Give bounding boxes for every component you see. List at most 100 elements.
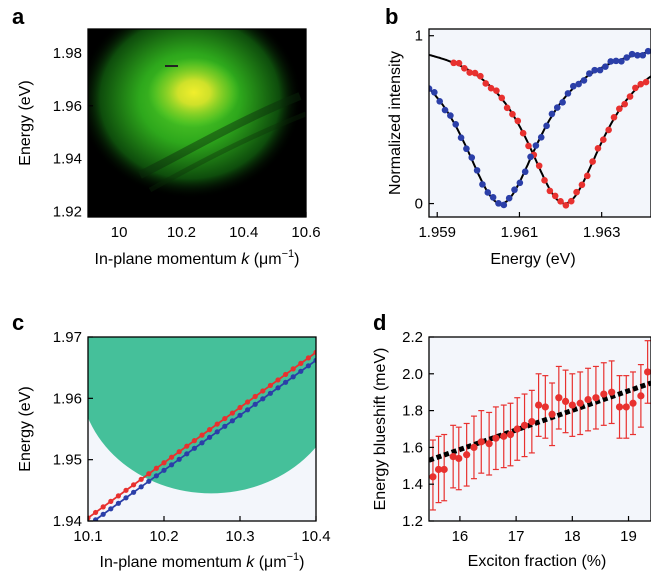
panel-c-point-blue xyxy=(237,412,243,418)
panel-b-point-blue xyxy=(586,70,593,77)
panel-a-dispersion-band-lower xyxy=(148,111,306,193)
panel-a-frame xyxy=(87,28,307,218)
panel-d-point xyxy=(561,397,570,405)
panel-b-point-red xyxy=(573,188,580,196)
panel-b-point-blue xyxy=(612,57,620,65)
panel-b-point-red xyxy=(509,110,516,118)
panel-d-point xyxy=(528,418,536,426)
panel-b-xlabel: Energy (eV) xyxy=(490,251,575,268)
panel-c-point-red xyxy=(146,471,152,477)
panel-c-point-blue xyxy=(153,473,159,479)
panel-c-point-blue xyxy=(305,363,311,369)
panel-a-ytick-label: 1.94 xyxy=(53,151,82,168)
panel-b-xtick-label: 1.961 xyxy=(501,224,539,241)
panel-d-point xyxy=(440,465,448,474)
panel-d-ytick-label: 1.8 xyxy=(402,403,423,420)
panel-letter-a: a xyxy=(12,4,25,29)
panel-c-point-blue xyxy=(131,489,137,495)
panel-c-point-blue xyxy=(207,434,213,440)
panel-a-heatmap xyxy=(88,29,306,199)
panel-b-point-red xyxy=(477,72,484,80)
panel-b-point-blue xyxy=(479,181,486,188)
panel-a-hotspot xyxy=(147,57,240,128)
panel-d-point xyxy=(615,403,624,411)
panel-c-point-red xyxy=(283,371,289,378)
panel-d-point xyxy=(644,368,651,376)
panel-c-point-blue xyxy=(115,500,121,506)
panel-letter-c: c xyxy=(12,310,24,335)
panel-c-region xyxy=(88,337,316,494)
panel-a-ytick-label: 1.96 xyxy=(53,98,82,115)
panel-b-point-blue xyxy=(500,201,508,209)
panel-c-point-red xyxy=(161,460,167,466)
panel-b-point-red xyxy=(546,187,554,195)
panel-c-point-blue xyxy=(123,495,129,501)
panel-b-point-red xyxy=(498,94,506,102)
panel-d-point xyxy=(584,395,592,404)
panel-d-point xyxy=(520,421,529,429)
panel-b-point-blue xyxy=(639,51,647,59)
panel-b-point-red xyxy=(466,69,474,76)
panel-b-point-blue xyxy=(564,90,572,97)
panel-b-point-blue xyxy=(527,153,534,161)
panel-d-point xyxy=(600,390,608,398)
panel-c-point-blue xyxy=(108,506,114,512)
panel-a: 10 10.2 10.4 10.6 1.92 1.94 1.96 1.98 Energy (e… xyxy=(17,28,321,268)
panel-b-point-blue xyxy=(505,194,513,202)
panel-b-point-red xyxy=(519,129,527,137)
panel-c: 10.1 10.2 10.3 10.4 1.94 1.95 1.96 1.97 Energy … xyxy=(17,329,331,571)
panel-d-point xyxy=(592,394,600,402)
panel-d-point xyxy=(568,401,576,409)
panel-d-point xyxy=(576,399,584,407)
panel-c-point-blue xyxy=(191,445,197,451)
panel-c-xtick-label: 10.1 xyxy=(73,528,102,545)
panel-c-frame xyxy=(87,336,317,522)
panel-d-trend-line xyxy=(429,380,651,463)
panel-c-point-blue xyxy=(146,478,152,484)
panel-a-xtick-label: 10.2 xyxy=(167,224,196,241)
panel-b-point-blue xyxy=(570,82,577,90)
panel-d-xtick-label: 18 xyxy=(564,528,581,545)
panel-c-point-red xyxy=(115,493,121,499)
panel-c-ytick-label: 1.97 xyxy=(53,329,82,346)
panel-c-point-red xyxy=(267,382,273,389)
panel-b-point-blue xyxy=(468,154,476,161)
panel-c-point-red xyxy=(229,410,235,416)
panel-c-point-red xyxy=(123,487,129,493)
panel-b-point-blue xyxy=(575,80,582,88)
panel-b-point-red xyxy=(562,201,570,209)
panel-c-point-red xyxy=(169,454,175,460)
panel-b-point-red xyxy=(589,158,596,165)
panel-d-point xyxy=(434,465,443,474)
panel-b-point-red xyxy=(487,84,495,92)
panel-d-point xyxy=(485,440,493,448)
panel-b-point-blue xyxy=(607,58,615,65)
panel-c-point-blue xyxy=(283,379,289,385)
panel-b-point-red xyxy=(514,117,522,125)
panel-b-point-blue xyxy=(516,179,524,187)
panel-b-point-red xyxy=(621,100,628,108)
panel-b-point-blue xyxy=(532,142,540,149)
panel-b-point-red xyxy=(632,84,639,92)
panel-a-xtick-label: 10.4 xyxy=(229,224,258,241)
panel-c-point-blue xyxy=(267,390,273,396)
panel-a-ylabel: Energy (eV) xyxy=(17,80,34,165)
panel-b-point-blue xyxy=(537,133,545,141)
panel-c-point-blue xyxy=(214,429,220,435)
panel-c-point-red xyxy=(237,404,243,411)
panel-d-ticks: 16 17 18 19 1.2 1.4 1.6 1.8 2.0 2.2 xyxy=(402,329,637,545)
panel-c-point-red xyxy=(298,360,304,366)
panel-b-point-red xyxy=(471,69,479,77)
panel-c-point-blue xyxy=(275,385,281,391)
panel-b-point-red xyxy=(461,65,468,72)
panel-b-point-red xyxy=(503,104,511,112)
panel-c-point-blue xyxy=(245,407,251,413)
panel-d-ylabel: Energy blueshift (meV) xyxy=(372,348,389,511)
panel-d-point xyxy=(629,399,637,407)
panel-b-plot xyxy=(429,47,651,209)
panel-b-point-blue xyxy=(591,66,598,74)
panel-d-ytick-label: 2.0 xyxy=(402,366,423,383)
panel-b-point-blue xyxy=(429,85,433,92)
panel-b-ytick-label: 0 xyxy=(415,196,423,213)
panel-d-point xyxy=(477,438,485,446)
